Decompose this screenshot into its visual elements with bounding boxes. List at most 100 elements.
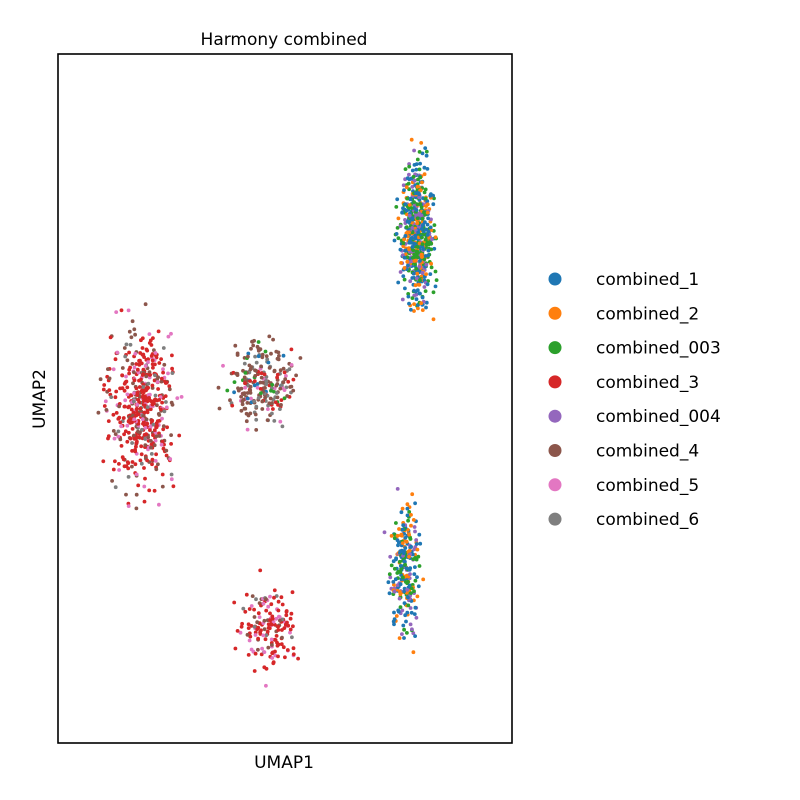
scatter-point [221,363,225,368]
scatter-point [133,462,138,467]
scatter-point [164,448,169,453]
scatter-point [272,386,277,391]
scatter-point [127,329,132,334]
scatter-point [411,518,416,522]
scatter-point [412,163,417,167]
scatter-point [266,622,271,627]
scatter-point [284,374,288,378]
scatter-point [270,382,275,387]
scatter-point [130,460,135,464]
scatter-point [126,461,131,465]
scatter-point [177,433,182,438]
scatter-point [150,402,155,407]
scatter-point [401,241,406,246]
scatter-point [401,527,405,532]
scatter-point [426,216,430,221]
scatter-point [133,332,138,337]
scatter-point [243,385,248,390]
scatter-point [130,441,135,445]
scatter-point [422,165,427,170]
scatter-point [254,417,259,422]
scatter-point [268,618,272,622]
scatter-point [403,546,408,550]
scatter-point [147,488,152,493]
scatter-point [274,616,279,621]
scatter-point [280,424,285,429]
scatter-point [415,184,420,189]
scatter-point [245,427,250,432]
scatter-point [400,608,405,613]
scatter-point [416,230,421,235]
scatter-point [402,601,407,605]
scatter-point [424,300,429,305]
scatter-point [279,595,284,600]
scatter-point [253,374,258,378]
scatter-point [396,280,401,285]
scatter-point [416,245,420,249]
scatter-point [407,532,411,537]
scatter-point [136,483,141,488]
scatter-point [254,404,259,409]
scatter-point [126,475,131,479]
scatter-point [147,373,152,377]
scatter-point [279,642,284,647]
scatter-point [406,580,410,584]
scatter-point [418,541,423,546]
scatter-point [122,388,127,393]
scatter-point [406,263,410,268]
scatter-point [272,368,277,373]
scatter-point [403,202,408,207]
scatter-point [150,418,155,423]
scatter-point [397,527,401,531]
scatter-point [412,255,417,260]
scatter-point [417,264,422,269]
scatter-point [425,233,430,237]
scatter-point [142,433,147,437]
scatter-point [165,425,170,430]
scatter-point [143,364,148,368]
scatter-point [392,622,396,627]
scatter-point [392,589,397,594]
legend-item: combined_3 [548,373,699,393]
scatter-point [153,393,158,398]
scatter-point [102,404,107,408]
scatter-point [405,230,410,235]
scatter-point [150,358,155,363]
scatter-point [230,403,235,408]
scatter-point [103,399,108,404]
scatter-point [152,443,157,448]
scatter-point [402,266,407,270]
scatter-point [160,400,165,405]
scatter-point [422,285,427,289]
scatter-point [260,407,265,411]
scatter-point [414,297,419,302]
y-axis-label: UMAP2 [30,369,50,429]
scatter-point [260,646,264,651]
scatter-point [140,388,144,393]
scatter-point [401,575,405,580]
scatter-point [136,421,141,426]
scatter-point [167,387,172,392]
scatter-point [406,603,411,608]
scatter-point [407,164,412,169]
scatter-point [283,655,287,660]
scatter-point [106,434,111,439]
scatter-point [409,591,413,595]
scatter-point [161,370,166,375]
scatter-point [156,387,161,391]
scatter-point [402,237,406,242]
scatter-point [150,383,155,388]
scatter-point [269,351,273,356]
scatter-point [387,572,392,577]
scatter-point [409,137,414,142]
legend: combined_1 combined_2 combined_003 combined… [548,270,721,530]
scatter-point [432,223,437,228]
scatter-point [394,205,399,209]
scatter-point [410,627,414,632]
scatter-point [106,367,110,371]
scatter-point [290,590,295,595]
scatter-point [403,286,407,291]
scatter-point [113,485,118,490]
scatter-point [262,665,267,670]
